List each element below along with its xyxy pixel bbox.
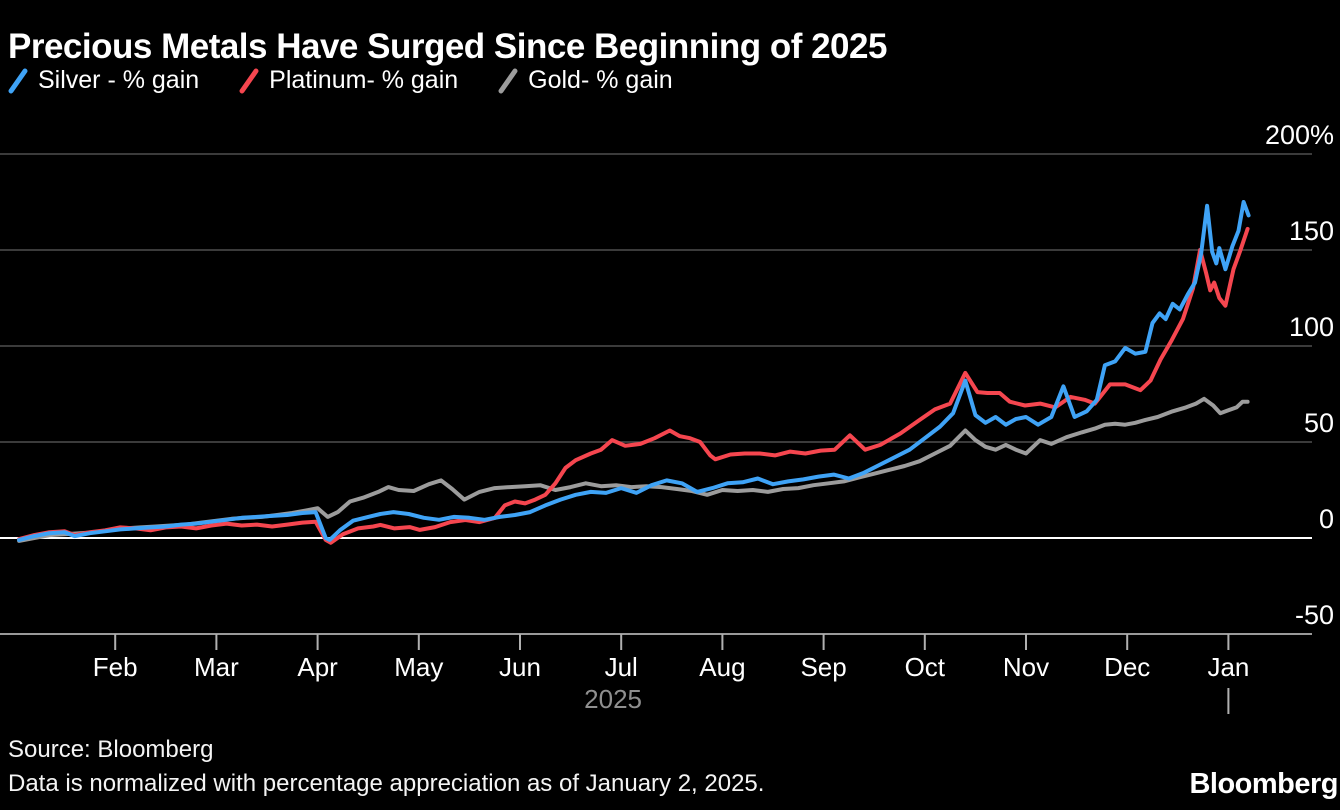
x-axis-label: Jun [499,652,541,682]
legend-label-gold: Gold- % gain [528,66,673,94]
x-axis-label: Dec [1104,652,1150,682]
x-axis-label: Jan [1207,652,1249,682]
legend-label-silver: Silver - % gain [38,66,200,94]
legend-item-platinum: Platinum- % gain [239,66,458,95]
legend-item-silver: Silver - % gain [8,66,199,95]
x-axis-label: Jul [605,652,638,682]
y-axis-label: 50 [1304,408,1334,438]
x-axis-label: Oct [905,652,946,682]
x-axis-label: May [394,652,443,682]
page-title: Precious Metals Have Surged Since Beginn… [8,27,887,67]
x-axis-label: Aug [699,652,745,682]
series-line-gold- [17,396,1250,543]
x-axis-label: Mar [194,652,239,682]
y-axis-label: -50 [1295,600,1334,630]
x-axis-label: Sep [800,652,846,682]
legend-label-platinum: Platinum- % gain [269,66,459,94]
series-line-silver [17,200,1251,542]
y-axis-label: 0 [1319,504,1334,534]
legend-item-gold: Gold- % gain [498,66,673,95]
legend: Silver - % gain Platinum- % gain Gold- %… [8,66,673,95]
platinum-slash-icon [239,68,259,93]
note-text: Data is normalized with percentage appre… [8,770,765,797]
silver-slash-icon [8,68,28,93]
bloomberg-logo: Bloomberg [1189,768,1338,800]
x-axis-label: Feb [93,652,138,682]
x-axis-label: Nov [1003,652,1049,682]
series-line-platinum- [17,226,1250,545]
gold-slash-icon [498,68,518,93]
source-text: Source: Bloomberg [8,736,214,763]
year-label: 2025 [584,684,642,714]
y-axis-label: 200% [1265,120,1334,150]
y-axis-label: 150 [1289,216,1334,246]
y-axis-label: 100 [1289,312,1334,342]
x-axis-label: Apr [297,652,338,682]
